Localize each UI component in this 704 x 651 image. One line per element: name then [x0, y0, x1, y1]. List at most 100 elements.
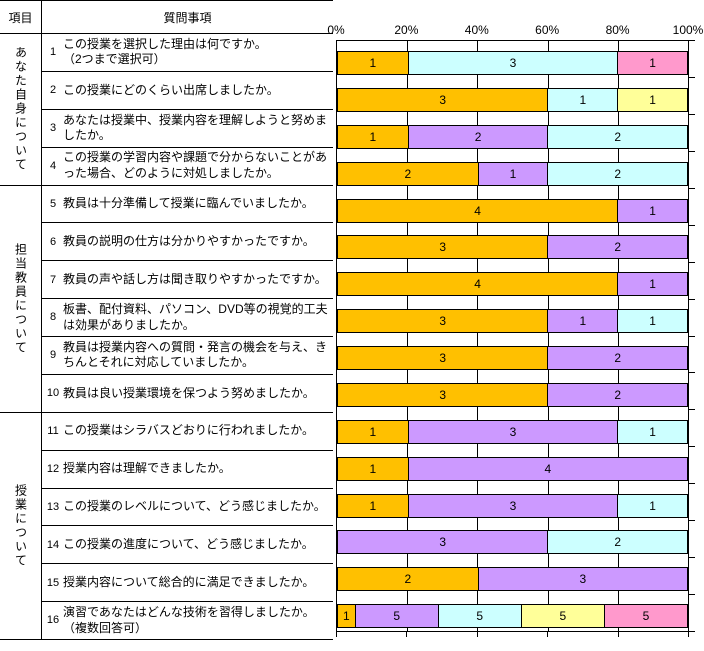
bar-segment: 2	[547, 236, 687, 259]
question-number: 13	[46, 500, 60, 513]
question-row: 15 授業内容について総合的に満足できましたか。	[42, 564, 333, 603]
bar-segment: 2	[338, 162, 478, 185]
category-tick	[689, 76, 695, 78]
question-row: 9 教員は授業内容への質問・発言の機会を与え、きちんとそれに対応していましたか。	[42, 337, 333, 375]
axis-tick	[406, 632, 408, 637]
segment-value-label: 3	[439, 314, 447, 329]
segment-value-label: 2	[614, 166, 622, 181]
stacked-bar: 2 1 2	[337, 161, 688, 186]
axis-tick	[547, 632, 549, 637]
segment-value-label: 1	[649, 277, 656, 292]
question-row: 12 授業内容は理解できましたか。	[42, 451, 333, 489]
question-text: 授業内容は理解できましたか。	[63, 461, 231, 476]
category-tick	[689, 335, 695, 337]
axis-tick	[336, 632, 337, 637]
question-row: 6 教員の説明の仕方は分かりやすかったですか。	[42, 223, 333, 262]
question-text: 教員の説明の仕方は分かりやすかったですか。	[63, 234, 315, 249]
bar-segment: 3	[338, 88, 548, 111]
bar-segment: 1	[477, 162, 548, 185]
axis-tick-label: 60%	[535, 23, 560, 37]
segment-value-label: 3	[579, 572, 587, 587]
bar-segment: 3	[338, 383, 548, 406]
bar-segment: 3	[407, 52, 618, 74]
chart-row: 1 3 1	[337, 41, 688, 78]
bar-segment: 2	[547, 125, 687, 148]
bar-segment: 1	[547, 310, 618, 333]
table-header-row: 項目 質問事項	[0, 0, 333, 34]
stacked-bar: 3 1 1	[337, 87, 688, 112]
stacked-bar: 1 3 1	[337, 493, 688, 518]
gridline	[547, 41, 549, 631]
category-tick	[689, 372, 695, 374]
axis-tick	[617, 632, 619, 637]
question-number: 10	[46, 387, 60, 400]
question-text: 演習であなたはどんな技術を習得しましたか。 （複数回答可）	[63, 604, 315, 635]
question-number: 8	[49, 311, 57, 324]
category-tick	[689, 187, 695, 189]
bar-segment: 1	[338, 52, 408, 74]
axis-tick	[688, 632, 689, 637]
question-number: 2	[49, 84, 57, 97]
category-tick	[689, 150, 695, 152]
bar-segment: 2	[338, 568, 478, 591]
category-label: あなた自身について	[13, 46, 28, 173]
bar-segment: 1	[338, 494, 408, 517]
bar-segment: 1	[617, 199, 687, 222]
question-table: 項目 質問事項 あなた自身について 担当教員について 授業について 1 この授業を選択…	[0, 0, 333, 640]
category-tick	[689, 113, 695, 115]
category-label: 担当教員について	[13, 242, 28, 355]
segment-value-label: 5	[559, 609, 567, 624]
segment-value-label: 1	[342, 609, 350, 624]
bar-segment: 4	[338, 273, 618, 296]
segment-value-label: 2	[614, 129, 622, 144]
category-label: 授業について	[13, 483, 28, 568]
segment-value-label: 3	[509, 56, 517, 70]
segment-value-label: 3	[509, 498, 517, 513]
question-text: 教員は良い授業環境を保つよう努めましたか。	[63, 385, 315, 400]
question-row: 11 この授業はシラバスどおりに行われましたか。	[42, 413, 333, 451]
segment-value-label: 1	[369, 424, 377, 439]
bar-segment: 1	[617, 273, 687, 296]
stacked-bar: 1 5 5 5 5	[337, 604, 688, 629]
category-cell: 担当教員について	[0, 185, 42, 413]
category-tick	[689, 483, 695, 485]
bar-segment: 1	[338, 125, 408, 148]
segment-value-label: 2	[404, 166, 412, 181]
segment-value-label: 1	[649, 424, 656, 439]
category-tick	[689, 261, 695, 263]
segment-value-label: 3	[439, 92, 447, 107]
question-text: 板書、配付資料、パソコン、DVD等の視覚的工夫は効果がありましたか。	[63, 301, 328, 332]
question-text: この授業の進度について、どう感じましたか。	[63, 537, 314, 552]
bar-segment: 3	[477, 568, 687, 591]
axis-tick-label: 20%	[394, 23, 419, 37]
segment-value-label: 3	[439, 240, 447, 255]
question-row: 16 演習であなたはどんな技術を習得しましたか。 （複数回答可）	[42, 602, 333, 640]
segment-value-label: 1	[579, 314, 587, 329]
axis-tick	[476, 632, 478, 637]
bar-segment: 1	[617, 88, 687, 111]
bar-segment: 5	[437, 605, 521, 628]
question-number: 3	[49, 122, 57, 135]
question-text: 授業内容について総合的に満足できましたか。	[63, 574, 315, 589]
bar-segment: 1	[617, 52, 687, 74]
question-number: 1	[49, 46, 57, 59]
gridline	[407, 41, 409, 631]
question-number: 6	[49, 235, 57, 248]
chart-row: 1 5 5 5 5	[337, 594, 688, 631]
segment-value-label: 4	[544, 461, 552, 476]
chart-row: 3 1 1	[337, 78, 688, 115]
bar-segment: 3	[338, 310, 548, 333]
stacked-bar: 1 2 2	[337, 124, 688, 149]
segment-value-label: 2	[614, 535, 622, 550]
gridline	[617, 41, 619, 631]
question-row: 8 板書、配付資料、パソコン、DVD等の視覚的工夫は効果がありましたか。	[42, 299, 333, 337]
bar-segment: 1	[338, 457, 408, 480]
bar-segment: 1	[338, 420, 408, 443]
bar-segment: 4	[407, 457, 687, 480]
